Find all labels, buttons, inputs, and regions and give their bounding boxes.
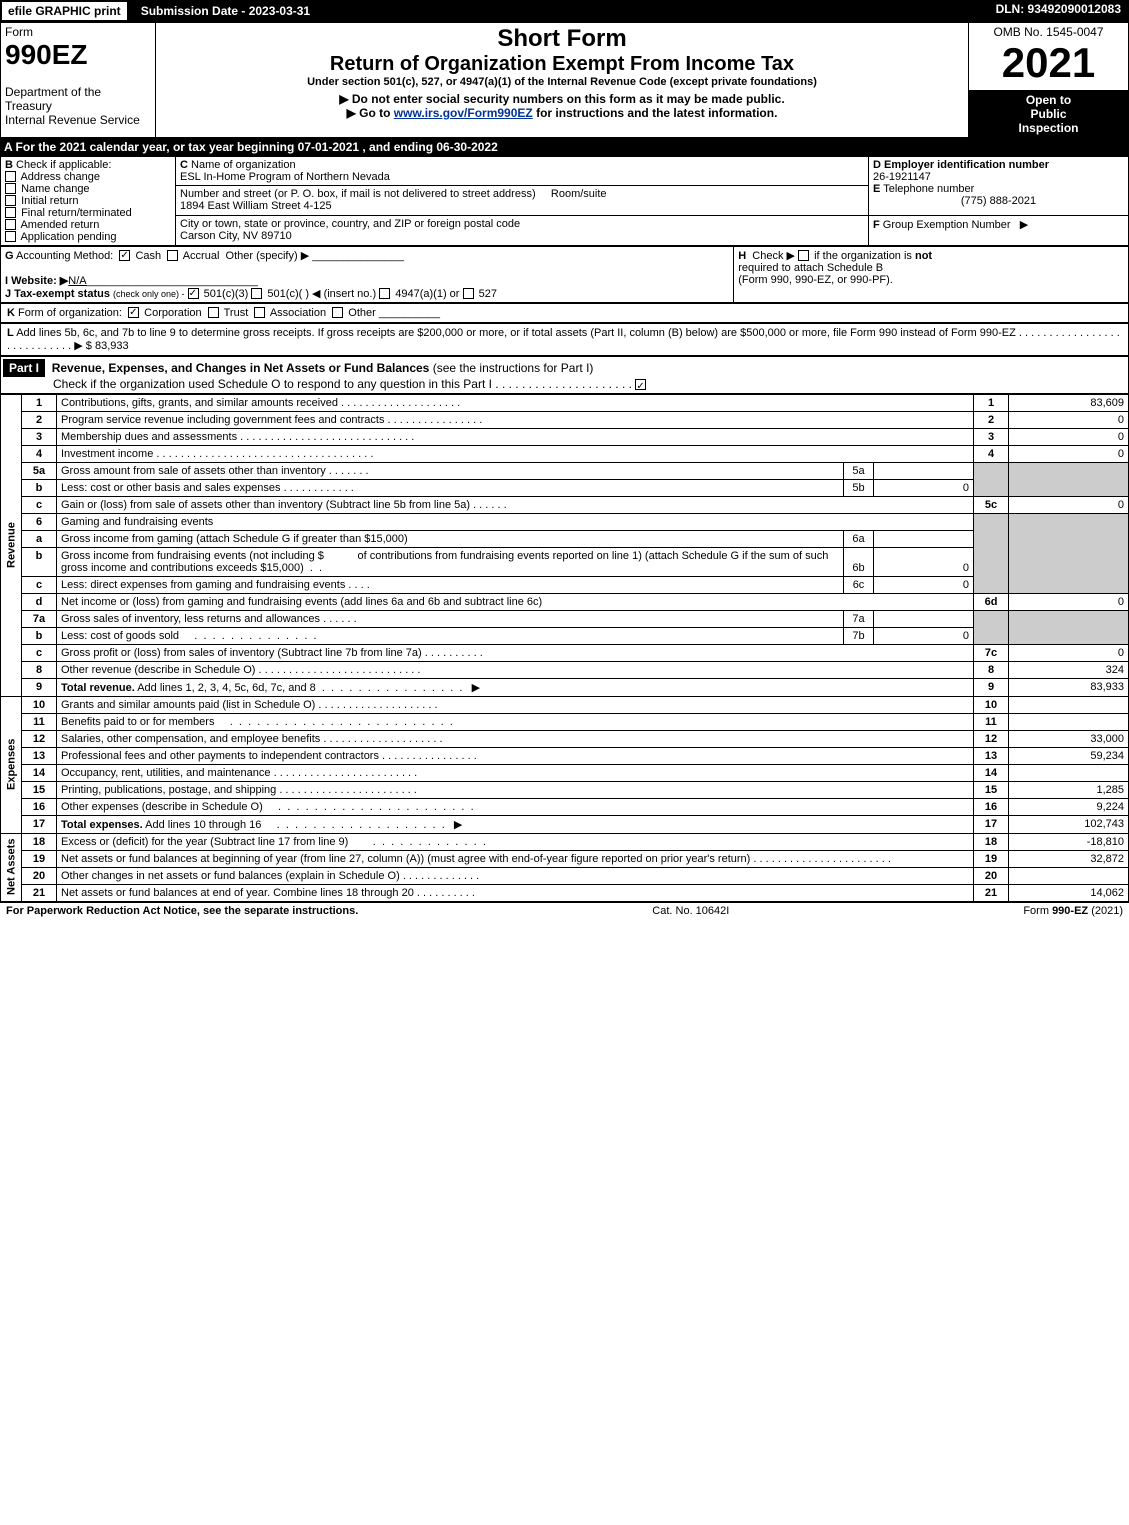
row-k: K Form of organization: Corporation Trus… [0,303,1129,323]
open-to: Open to [973,93,1124,107]
form-number: 990EZ [5,39,88,70]
check-final-return[interactable] [5,207,16,218]
line19-amount: 32,872 [1009,850,1129,867]
check-527[interactable] [463,288,474,299]
title-section: Under section 501(c), 527, or 4947(a)(1)… [160,76,964,88]
irs-link[interactable]: www.irs.gov/Form990EZ [394,106,533,120]
submission-date: Submission Date - 2023-03-31 [129,0,322,22]
phone-number: (775) 888-2021 [873,195,1124,207]
inspection: Inspection [973,121,1124,135]
top-bar: efile GRAPHIC print Submission Date - 20… [0,0,1129,22]
check-schedule-o-part1[interactable] [635,379,646,390]
omb-number: OMB No. 1545-0047 [973,25,1124,39]
org-street: 1894 East William Street 4-125 [180,200,332,212]
line7c-amount: 0 [1009,644,1129,661]
line9-amount: 83,933 [1009,678,1129,696]
check-address-change[interactable] [5,171,16,182]
check-corporation[interactable] [128,307,139,318]
check-other-org[interactable] [332,307,343,318]
form-header: Form 990EZ Department of the Treasury In… [0,22,1129,138]
line16-amount: 9,224 [1009,798,1129,815]
dept-treasury: Department of the Treasury [5,85,101,113]
org-info-block: B Check if applicable: Address change Na… [0,156,1129,246]
row-l: L Add lines 5b, 6c, and 7b to line 9 to … [0,323,1129,356]
check-cash[interactable] [119,250,130,261]
check-4947[interactable] [379,288,390,299]
meta-rows: G Accounting Method: Cash Accrual Other … [0,246,1129,303]
check-amended[interactable] [5,219,16,230]
netassets-label: Net Assets [1,833,22,901]
line4-amount: 0 [1009,445,1129,462]
website-value: N/A [68,275,86,287]
instructions-link-row: ▶ Go to www.irs.gov/Form990EZ for instru… [160,106,964,120]
gross-receipts: 83,933 [95,340,129,352]
ein-label: D Employer identification number [873,159,1049,171]
form-ref: Form 990-EZ (2021) [1023,905,1123,917]
line1-amount: 83,609 [1009,394,1129,411]
line8-amount: 324 [1009,661,1129,678]
ein-value: 26-1921147 [873,171,931,183]
tax-year: 2021 [973,39,1124,87]
line5c-amount: 0 [1009,496,1129,513]
line12-amount: 33,000 [1009,730,1129,747]
page-footer: For Paperwork Reduction Act Notice, see … [0,902,1129,919]
check-schedule-b[interactable] [798,250,809,261]
ssn-warning: ▶ Do not enter social security numbers o… [160,92,964,106]
section-a-tax-year: A For the 2021 calendar year, or tax yea… [0,138,1129,156]
line20-amount [1009,867,1129,884]
line21-amount: 14,062 [1009,884,1129,901]
check-association[interactable] [254,307,265,318]
line15-amount: 1,285 [1009,781,1129,798]
expenses-label: Expenses [1,696,22,833]
catalog-number: Cat. No. 10642I [652,905,729,917]
line6d-amount: 0 [1009,593,1129,610]
check-trust[interactable] [208,307,219,318]
check-initial-return[interactable] [5,195,16,206]
part-1-header: Part I Revenue, Expenses, and Changes in… [0,356,1129,394]
form-label: Form [5,25,33,39]
org-city: Carson City, NV 89710 [180,230,292,242]
revenue-label: Revenue [1,394,22,696]
line18-amount: -18,810 [1009,833,1129,850]
org-name: ESL In-Home Program of Northern Nevada [180,171,390,183]
dln-number: DLN: 93492090012083 [988,0,1129,22]
line13-amount: 59,234 [1009,747,1129,764]
check-application-pending[interactable] [5,231,16,242]
line11-amount [1009,713,1129,730]
check-name-change[interactable] [5,183,16,194]
line14-amount [1009,764,1129,781]
check-accrual[interactable] [167,250,178,261]
line17-amount: 102,743 [1009,815,1129,833]
public: Public [973,107,1124,121]
check-501c[interactable] [251,288,262,299]
part1-table: Revenue 1Contributions, gifts, grants, a… [0,394,1129,902]
check-501c3[interactable] [188,288,199,299]
paperwork-notice: For Paperwork Reduction Act Notice, see … [6,905,358,917]
line2-amount: 0 [1009,411,1129,428]
line10-amount [1009,696,1129,713]
line3-amount: 0 [1009,428,1129,445]
title-short-form: Short Form [160,25,964,53]
dept-irs: Internal Revenue Service [5,113,140,127]
title-return: Return of Organization Exempt From Incom… [160,53,964,76]
efile-print-label[interactable]: efile GRAPHIC print [0,0,129,22]
